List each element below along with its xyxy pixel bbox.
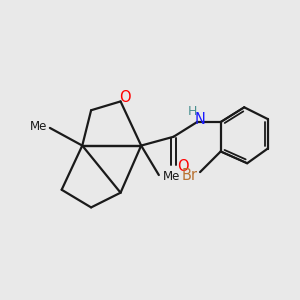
Text: O: O <box>119 89 131 104</box>
Text: H: H <box>188 105 197 118</box>
Text: N: N <box>195 112 206 127</box>
Text: Me: Me <box>163 170 180 183</box>
Text: Me: Me <box>29 120 47 133</box>
Text: O: O <box>177 159 189 174</box>
Text: Br: Br <box>182 167 198 182</box>
